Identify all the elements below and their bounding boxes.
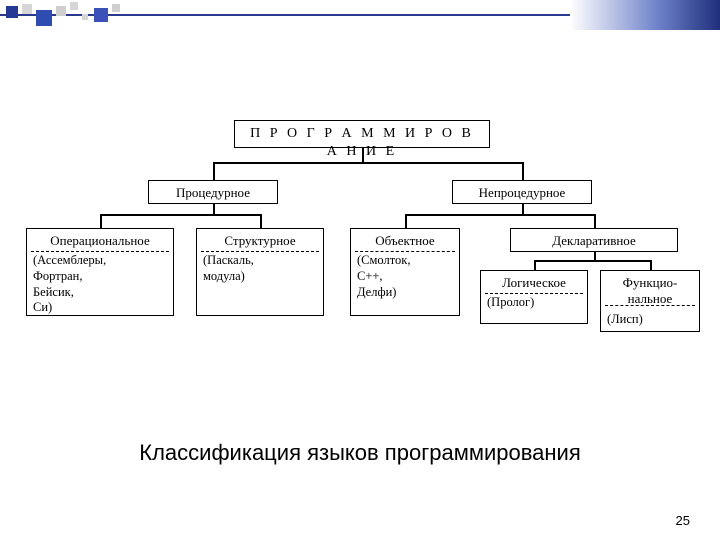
connector (594, 252, 596, 260)
node-subtitle: (Пролог) (487, 291, 581, 311)
node-neproc: Непроцедурное (452, 180, 592, 204)
connector (522, 162, 524, 180)
connector (522, 204, 524, 214)
node-struct: Структурное(Паскаль, модула) (196, 228, 324, 316)
node-divider (485, 293, 583, 294)
slide-top-decoration (0, 0, 720, 40)
connector (650, 260, 652, 270)
node-title: Объектное (357, 233, 453, 249)
node-divider (201, 251, 319, 252)
decor-square (22, 4, 32, 14)
node-decl: Декларативное (510, 228, 678, 252)
connector (100, 214, 260, 216)
node-logic: Логическое(Пролог) (480, 270, 588, 324)
connector (100, 214, 102, 228)
connector (213, 162, 522, 164)
node-divider (31, 251, 169, 252)
node-subtitle: (Паскаль, модула) (203, 249, 317, 284)
node-root: П Р О Г Р А М М И Р О В А Н И Е (234, 120, 490, 148)
classification-diagram: П Р О Г Р А М М И Р О В А Н И Е Процедурн… (0, 120, 720, 400)
node-title: Функцио- нальное (607, 275, 693, 308)
decor-square (56, 6, 66, 16)
connector (362, 148, 364, 162)
node-title: Операциональное (33, 233, 167, 249)
decor-square (94, 8, 108, 22)
connector (260, 214, 262, 228)
decor-square (36, 10, 52, 26)
decor-square (82, 14, 88, 20)
connector (213, 204, 215, 214)
connector (534, 260, 536, 270)
connector (405, 214, 594, 216)
decor-square (70, 2, 78, 10)
node-title: Логическое (487, 275, 581, 291)
decor-square (112, 4, 120, 12)
node-oper: Операциональное(Ассемблеры, Фортран, Бей… (26, 228, 174, 316)
node-subtitle: (Смолток, С++, Делфи) (357, 249, 453, 300)
connector (213, 162, 215, 180)
node-func: Функцио- нальное(Лисп) (600, 270, 700, 332)
node-obj: Объектное(Смолток, С++, Делфи) (350, 228, 460, 316)
node-subtitle: (Ассемблеры, Фортран, Бейсик, Си) (33, 249, 167, 316)
slide-caption: Классификация языков программирования (0, 440, 720, 466)
decor-fade (570, 0, 720, 30)
connector (405, 214, 407, 228)
node-divider (355, 251, 455, 252)
node-subtitle: (Лисп) (607, 308, 693, 328)
decor-square (6, 6, 18, 18)
page-number: 25 (676, 513, 690, 528)
connector (594, 214, 596, 228)
node-proc: Процедурное (148, 180, 278, 204)
node-title: Структурное (203, 233, 317, 249)
node-divider (605, 305, 695, 306)
connector (534, 260, 650, 262)
